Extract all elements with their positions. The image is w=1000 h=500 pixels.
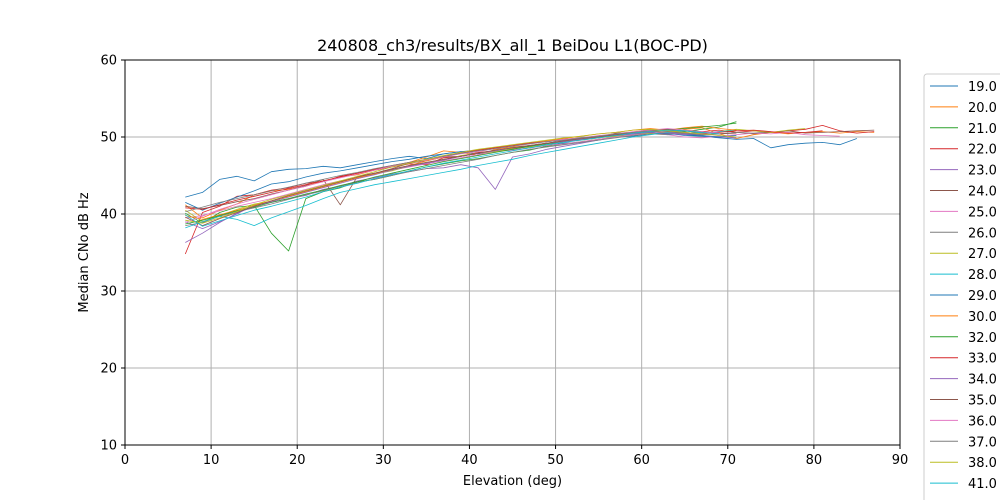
series-line-29.0 [185, 132, 737, 211]
plot-area [184, 121, 875, 255]
y-tick-label: 40 [100, 208, 117, 223]
legend-label: 26.0 [968, 226, 997, 241]
x-tick-label: 70 [720, 453, 737, 468]
x-axis-ticks: 0 10 20 30 40 50 60 70 80 90 [121, 445, 908, 468]
x-tick-label: 60 [633, 453, 650, 468]
legend-label: 36.0 [968, 414, 997, 429]
legend-label: 33.0 [968, 352, 997, 367]
x-tick-label: 30 [375, 453, 392, 468]
legend-label: 21.0 [968, 122, 997, 137]
x-tick-label: 20 [289, 453, 306, 468]
series-line-34.0 [185, 131, 720, 243]
series-line-21.0 [185, 121, 737, 252]
series-line-30.0 [185, 125, 737, 220]
x-tick-label: 80 [806, 453, 823, 468]
y-tick-label: 50 [100, 131, 117, 146]
legend-label: 41.0 [968, 477, 997, 492]
x-tick-label: 10 [203, 453, 220, 468]
y-axis-ticks: 10 20 30 40 50 60 [100, 54, 125, 454]
legend-label: 20.0 [968, 101, 997, 116]
y-tick-label: 60 [100, 54, 117, 69]
legend-label: 25.0 [968, 205, 997, 220]
chart-title: 240808_ch3/results/BX_all_1 BeiDou L1(BO… [317, 36, 708, 56]
series-line-26.0 [185, 131, 771, 226]
series-line-41.0 [185, 129, 720, 227]
series-line-25.0 [185, 132, 840, 219]
y-tick-label: 10 [100, 439, 117, 454]
legend: 19.0 20.0 21.0 22.0 23.0 24.0 25.0 26.0 27.0 28.0… [923, 73, 1000, 500]
x-tick-label: 50 [547, 453, 564, 468]
series-line-35.0 [185, 128, 737, 226]
legend-label: 28.0 [968, 268, 997, 283]
series-line-20.0 [185, 127, 875, 219]
series-line-36.0 [185, 128, 720, 223]
legend-label: 24.0 [968, 185, 997, 200]
x-tick-label: 40 [461, 453, 478, 468]
axes-frame [124, 59, 901, 446]
x-axis-label: Elevation (deg) [463, 474, 562, 489]
legend-label: 29.0 [968, 289, 997, 304]
y-tick-label: 30 [100, 285, 117, 300]
series-line-37.0 [185, 130, 720, 213]
legend-frame [923, 73, 1000, 500]
y-axis-label: Median CNo dB Hz [77, 192, 92, 312]
legend-label: 19.0 [968, 80, 997, 95]
legend-label: 27.0 [968, 247, 997, 262]
legend-label: 30.0 [968, 310, 997, 325]
legend-label: 23.0 [968, 164, 997, 179]
legend-label: 34.0 [968, 373, 997, 388]
x-tick-label: 0 [121, 453, 129, 468]
grid-lines [125, 60, 900, 445]
legend-label: 32.0 [968, 331, 997, 346]
x-tick-label: 90 [892, 453, 909, 468]
y-tick-label: 20 [100, 362, 117, 377]
legend-label: 37.0 [968, 435, 997, 450]
series-line-28.0 [185, 129, 737, 229]
legend-label: 38.0 [968, 456, 997, 471]
series-line-38.0 [185, 128, 737, 224]
legend-label: 35.0 [968, 394, 997, 409]
series-line-27.0 [185, 128, 806, 223]
legend-label: 22.0 [968, 143, 997, 158]
